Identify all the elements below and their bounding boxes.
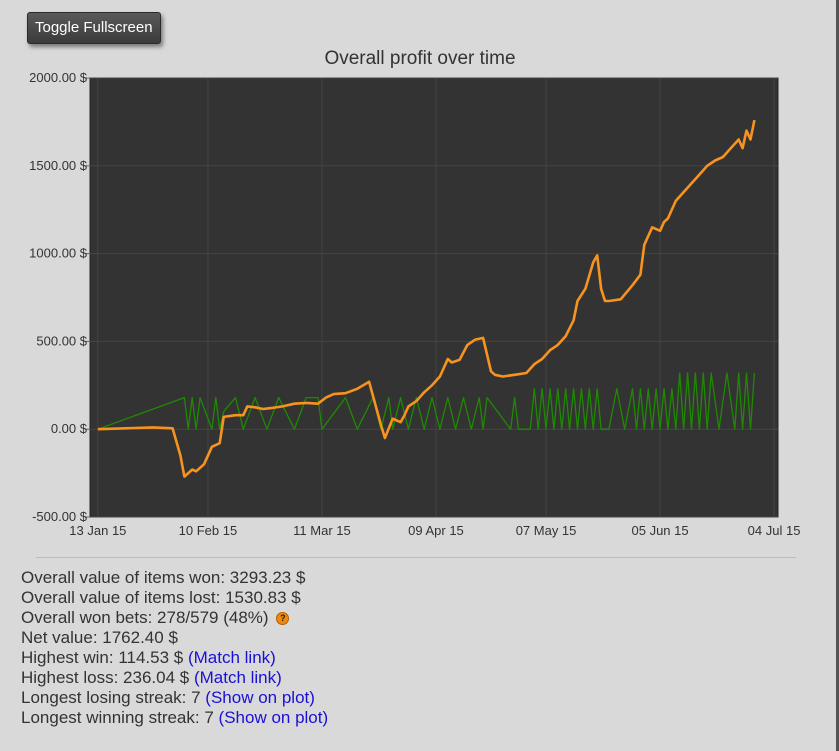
profit-chart-svg: Overall profit over time -500.00 $ 0.00 $…	[29, 48, 801, 538]
toggle-fullscreen-button[interactable]: Toggle Fullscreen	[27, 12, 161, 44]
y-tick-label: 1500.00 $	[29, 158, 88, 173]
x-tick-label: 07 May 15	[516, 523, 577, 538]
highest-loss-text: Highest loss: 236.04 $	[21, 668, 190, 687]
net-value-stat: Net value: 1762.40 $	[21, 628, 328, 648]
y-tick-label: 2000.00 $	[29, 70, 88, 85]
profit-series-line	[97, 119, 756, 478]
items-won-text: Overall value of items won: 3293.23 $	[21, 568, 306, 587]
x-tick-label: 05 Jun 15	[632, 523, 689, 538]
bets-series-line	[97, 372, 756, 430]
highest-win-stat: Highest win: 114.53 $ (Match link)	[21, 648, 328, 668]
question-icon[interactable]: ?	[276, 612, 290, 626]
x-tick-label: 09 Apr 15	[408, 523, 464, 538]
items-lost-stat: Overall value of items lost: 1530.83 $	[21, 588, 328, 608]
won-bets-text: Overall won bets: 278/579 (48%)	[21, 608, 269, 627]
winning-streak-text: Longest winning streak: 7	[21, 708, 214, 727]
highest-loss-stat: Highest loss: 236.04 $ (Match link)	[21, 668, 328, 688]
divider	[36, 557, 796, 558]
y-tick-label: 0.00 $	[51, 421, 88, 436]
chart-title: Overall profit over time	[324, 48, 515, 69]
losing-streak-plot-link[interactable]: (Show on plot)	[205, 688, 315, 707]
highest-win-match-link[interactable]: (Match link)	[187, 648, 276, 667]
items-lost-text: Overall value of items lost: 1530.83 $	[21, 588, 301, 607]
x-tick-label: 11 Mar 15	[293, 523, 351, 538]
highest-win-text: Highest win: 114.53 $	[21, 648, 184, 667]
x-tick-label: 13 Jan 15	[69, 523, 126, 538]
profit-chart: Overall profit over time -500.00 $ 0.00 $…	[0, 44, 839, 549]
losing-streak-text: Longest losing streak: 7	[21, 688, 201, 707]
page-edge	[836, 0, 839, 751]
stats-panel: Overall value of items won: 3293.23 $ Ov…	[21, 568, 328, 728]
items-won-stat: Overall value of items won: 3293.23 $	[21, 568, 328, 588]
winning-streak-plot-link[interactable]: (Show on plot)	[218, 708, 329, 727]
plot-area	[89, 77, 779, 518]
highest-loss-match-link[interactable]: (Match link)	[193, 668, 282, 687]
y-tick-label: 1000.00 $	[29, 246, 88, 261]
y-tick-label: -500.00 $	[32, 509, 88, 524]
x-tick-label: 04 Jul 15	[748, 523, 801, 538]
losing-streak-stat: Longest losing streak: 7 (Show on plot)	[21, 688, 328, 708]
y-tick-label: 500.00 $	[36, 333, 87, 348]
net-value-text: Net value: 1762.40 $	[21, 628, 178, 647]
x-tick-label: 10 Feb 15	[179, 523, 238, 538]
winning-streak-stat: Longest winning streak: 7 (Show on plot)	[21, 708, 328, 728]
won-bets-stat: Overall won bets: 278/579 (48%) ?	[21, 608, 328, 628]
